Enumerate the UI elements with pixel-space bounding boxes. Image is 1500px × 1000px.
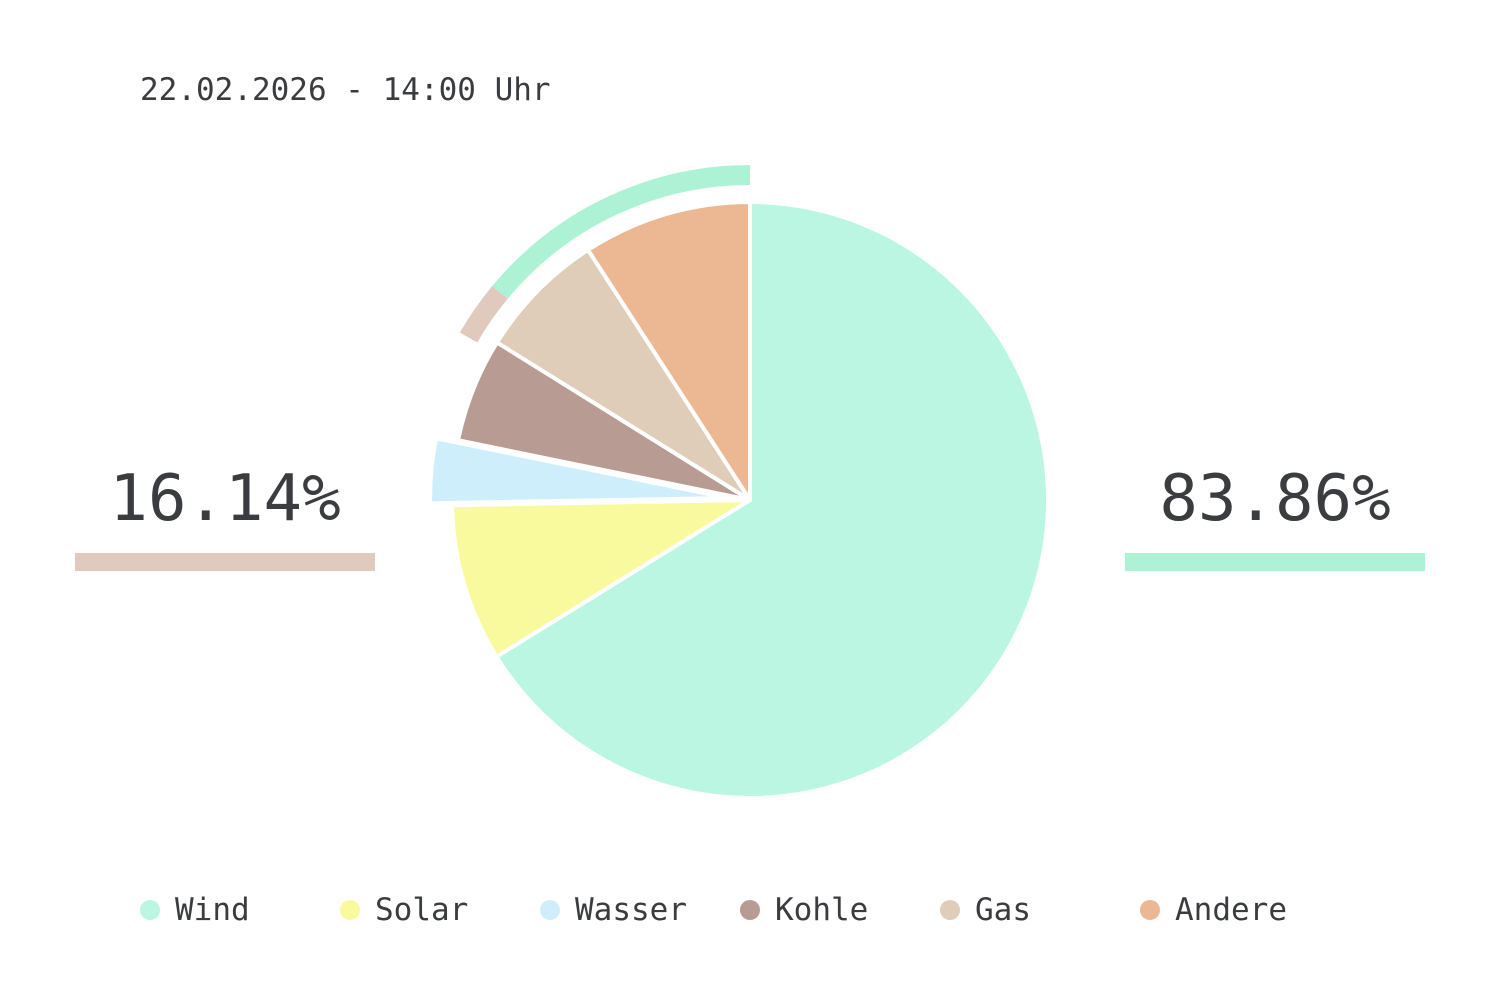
- legend-dot: [940, 900, 960, 920]
- legend-label: Wasser: [575, 892, 687, 928]
- renewable-bar: [1125, 553, 1425, 571]
- fossil-percentage: 16.14%: [109, 462, 341, 536]
- timestamp: 22.02.2026 - 14:00 Uhr: [140, 72, 551, 108]
- legend-dot: [740, 900, 760, 920]
- legend-item-wind: Wind: [140, 890, 250, 930]
- legend-dot: [140, 900, 160, 920]
- legend-label: Gas: [975, 892, 1031, 928]
- legend-item-wasser: Wasser: [540, 890, 687, 930]
- legend-item-gas: Gas: [940, 890, 1031, 930]
- legend: Wind Solar Wasser Kohle Gas Andere: [140, 890, 1400, 930]
- pie-slice-wind: [494, 200, 1050, 800]
- legend-label: Solar: [375, 892, 469, 928]
- legend-dot: [540, 900, 560, 920]
- pie-slice-wasser: [428, 436, 731, 506]
- legend-item-andere: Andere: [1140, 890, 1287, 930]
- legend-label: Andere: [1175, 892, 1287, 928]
- legend-item-solar: Solar: [340, 890, 468, 930]
- pie-slice-solar: [450, 498, 752, 659]
- pie-slice-gas: [495, 247, 752, 502]
- pie-slice-andere: [586, 200, 752, 502]
- legend-item-kohle: Kohle: [740, 890, 868, 930]
- ring-segment-renewable: [492, 165, 751, 299]
- fossil-bar: [75, 553, 375, 571]
- legend-dot: [340, 900, 360, 920]
- legend-dot: [1140, 900, 1160, 920]
- renewable-percentage: 83.86%: [1159, 462, 1391, 536]
- ring-segment-fossil: [459, 286, 508, 343]
- legend-label: Kohle: [775, 892, 869, 928]
- legend-label: Wind: [175, 892, 250, 928]
